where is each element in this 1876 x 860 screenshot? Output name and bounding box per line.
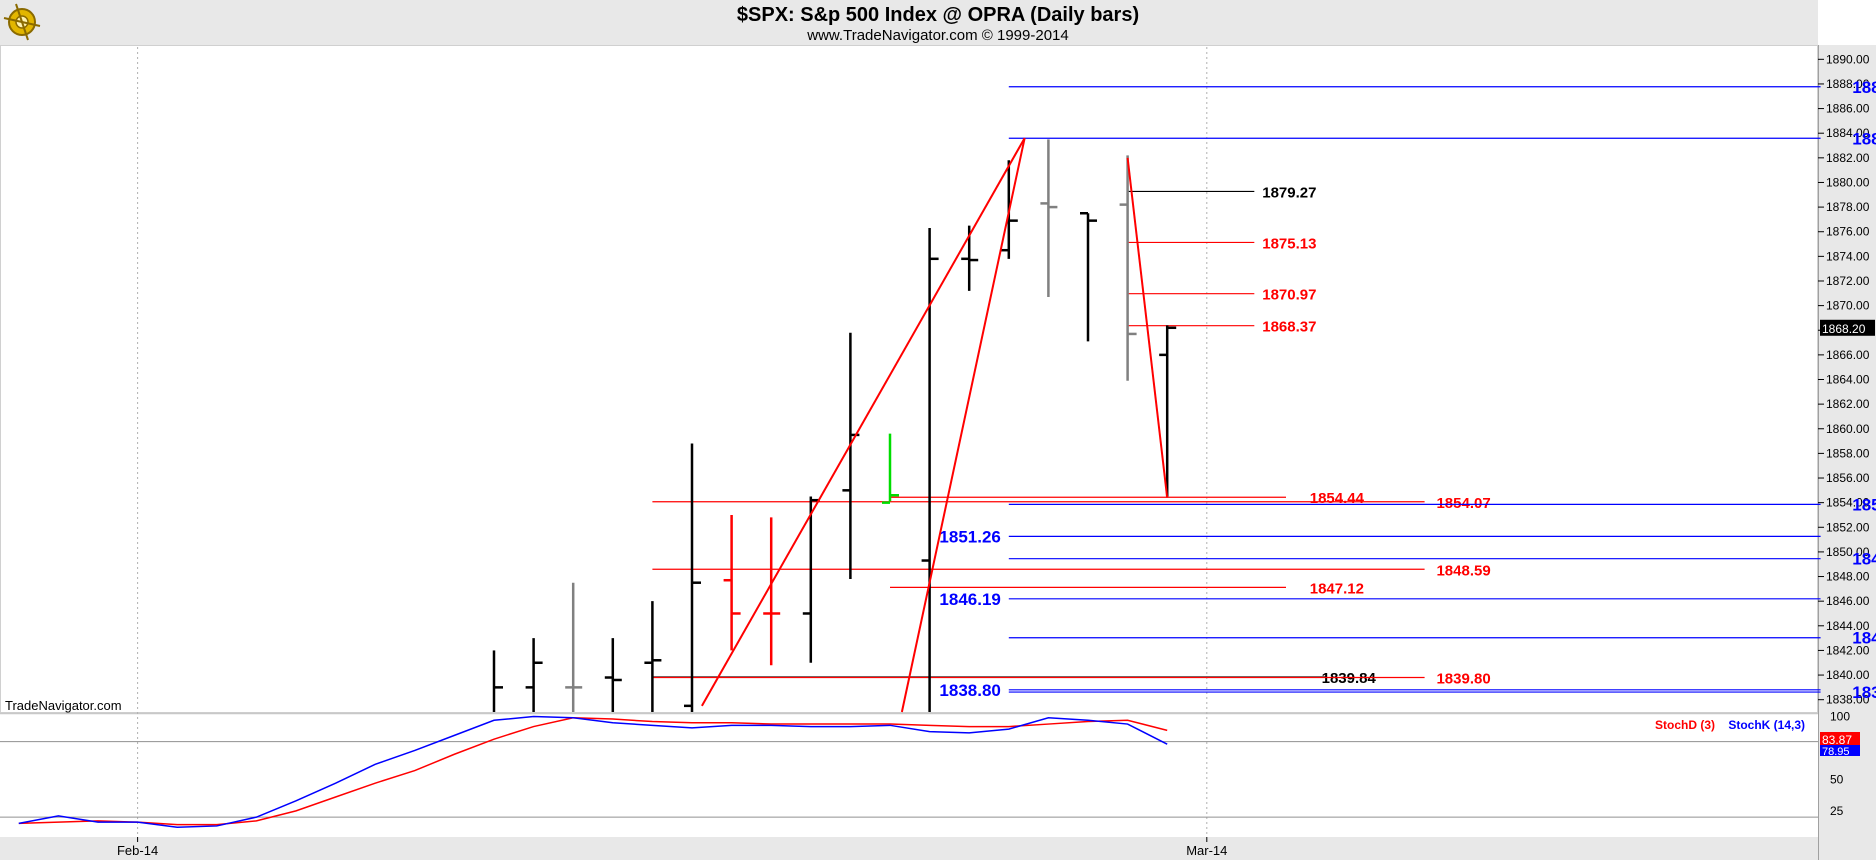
level-label-7: 1854.07 [1436,495,1490,512]
stoch-tick-label-2: 25 [1830,804,1844,818]
price-tick-label-16: 1870.00 [1826,299,1870,313]
level-label-12: 1847.12 [1310,580,1364,597]
stoch-last-d: 83.87 [1822,733,1852,747]
level-label-0: 1887.77 [1852,78,1876,97]
level-label-9: 1851.26 [939,527,1000,546]
level-label-8: 1853.86 [1852,495,1876,514]
price-tick-label-7: 1852.00 [1826,520,1870,534]
price-tick-label-6: 1850.00 [1826,545,1870,559]
price-tick-label-22: 1882.00 [1826,151,1870,165]
price-tick-label-25: 1888.00 [1826,77,1870,91]
price-tick-label-21: 1880.00 [1826,175,1870,189]
header-band [0,0,1818,45]
price-tick-label-8: 1854.00 [1826,496,1870,510]
level-label-2: 1879.27 [1262,184,1316,201]
price-tick-label-0: 1838.00 [1826,693,1870,707]
date-tick-label-1: Mar-14 [1186,843,1227,858]
watermark: TradeNavigator.com [5,698,122,713]
compass-logo-icon [3,3,41,41]
date-tick-label-0: Feb-14 [117,843,158,858]
level-label-15: 1839.84 [1322,670,1377,687]
level-label-16: 1839.80 [1436,671,1490,688]
price-tick-label-2: 1842.00 [1826,643,1870,657]
level-label-17: 1838.80 [939,681,1000,700]
legend-stochk: StochK (14,3) [1728,718,1805,732]
price-tick-label-11: 1860.00 [1826,422,1870,436]
level-label-5: 1868.37 [1262,319,1316,336]
price-tick-label-4: 1846.00 [1826,594,1870,608]
fibonacci-levels: 1887.77 1883.59 1879.27 1875.13 1870.97 1868.… [652,78,1876,702]
stoch-last-k-box [1820,745,1860,756]
last-price-label: 1868.20 [1822,322,1866,336]
stoch-series-1 [18,715,1168,828]
price-bars [492,139,1177,712]
price-tick-label-12: 1862.00 [1826,397,1870,411]
price-panel-frame [0,45,1818,713]
price-axis: 1838.00 1840.00 1842.00 1844.00 1846.00 1848.… [1818,52,1875,707]
level-label-6: 1854.44 [1310,490,1365,507]
level-label-14: 1843.03 [1852,629,1876,648]
level-label-10: 1849.45 [1852,550,1876,569]
trendline-2 [1126,157,1169,498]
price-tick-label-17: 1872.00 [1826,274,1870,288]
grid-layer [137,47,1208,836]
level-label-13: 1846.19 [939,590,1000,609]
price-tick-label-5: 1848.00 [1826,570,1870,584]
price-axis-box [1818,45,1876,712]
stoch-axis-box [1818,712,1876,837]
level-label-3: 1875.13 [1262,235,1316,252]
level-label-11: 1848.59 [1436,562,1490,579]
legend-stochd: StochD (3) [1655,718,1715,732]
price-tick-label-19: 1876.00 [1826,225,1870,239]
price-tick-label-23: 1884.00 [1826,126,1870,140]
chart-title: $SPX: S&p 500 Index @ OPRA (Daily bars) [737,4,1139,26]
stoch-last-d-box [1820,732,1860,746]
date-axis-box [0,837,1876,860]
level-label-4: 1870.97 [1262,287,1316,304]
price-tick-label-14: 1866.00 [1826,348,1870,362]
price-tick-label-10: 1858.00 [1826,446,1870,460]
level-label-1: 1883.59 [1852,129,1876,148]
price-tick-label-1: 1840.00 [1826,668,1870,682]
trendline-0 [701,137,1026,707]
price-tick-label-13: 1864.00 [1826,373,1870,387]
price-tick-label-3: 1844.00 [1826,619,1870,633]
last-price-box [1820,319,1875,336]
price-tick-label-18: 1874.00 [1826,249,1870,263]
price-tick-label-9: 1856.00 [1826,471,1870,485]
chart-subtitle: www.TradeNavigator.com © 1999-2014 [806,27,1068,44]
level-label-18: 1838.62 [1852,683,1876,702]
trendlines [701,137,1169,713]
trendline-1 [900,137,1026,713]
price-tick-label-26: 1890.00 [1826,52,1870,66]
stoch-last-k: 78.95 [1822,746,1850,758]
stoch-tick-label-0: 100 [1830,710,1850,724]
price-tick-label-20: 1878.00 [1826,200,1870,214]
stoch-series-0 [18,717,1168,826]
price-tick-label-24: 1886.00 [1826,102,1870,116]
stoch-tick-label-1: 50 [1830,772,1844,786]
